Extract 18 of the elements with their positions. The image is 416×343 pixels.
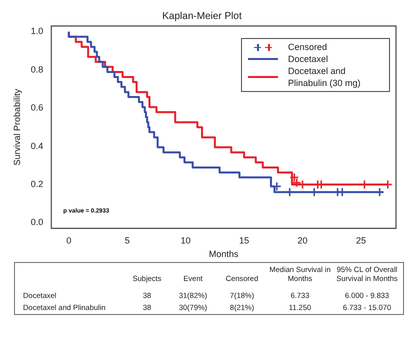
x-tick-label: 5	[124, 235, 130, 246]
legend-label: Docetaxel	[288, 53, 328, 65]
y-axis-title: Survival Probability	[12, 88, 22, 166]
x-tick-label: 15	[239, 235, 250, 246]
x-tick-label: 25	[356, 235, 366, 246]
y-tick-label: 0.4	[30, 140, 44, 151]
y-tick-label: 0.0	[30, 217, 44, 228]
y-tick-label: 1.0	[30, 26, 44, 36]
x-tick-label: 0	[66, 235, 72, 246]
x-tick-label: 10	[180, 235, 191, 246]
x-tick-label: 20	[298, 235, 308, 246]
legend-label: Censored	[288, 41, 328, 53]
legend-label: Docetaxel and Plinabulin (30 mg)	[288, 65, 362, 89]
y-tick-label: 0.8	[30, 64, 44, 74]
y-tick-label: 0.6	[30, 102, 44, 113]
x-axis-title: Months	[208, 249, 239, 260]
chart-title: Kaplan-Meier Plot	[162, 10, 242, 22]
y-tick-label: 0.2	[30, 178, 44, 189]
